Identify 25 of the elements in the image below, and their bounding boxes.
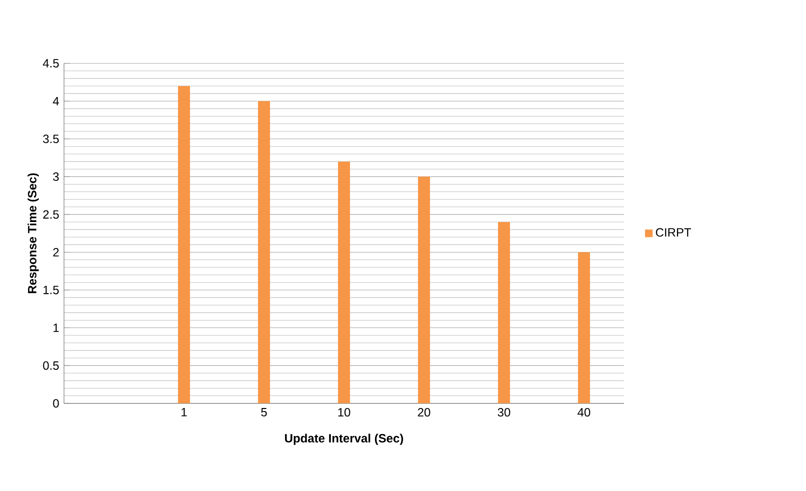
bar — [178, 86, 190, 404]
bar — [578, 252, 590, 404]
y-tick-label: 2 — [53, 248, 59, 256]
y-tick-label: 1 — [54, 324, 59, 332]
x-tick-label: 10 — [338, 408, 350, 417]
x-axis-title: Update Interval (Sec) — [285, 434, 404, 445]
x-tick-label: 40 — [578, 408, 590, 417]
x-tick-label: 5 — [261, 408, 267, 416]
y-tick-label: 1.5 — [44, 286, 59, 294]
x-tick-label: 20 — [418, 408, 430, 417]
y-tick-label: 4.5 — [42, 59, 59, 68]
y-tick-label: 0.5 — [43, 361, 59, 370]
y-tick-label: 4 — [52, 96, 59, 106]
bar — [498, 222, 510, 404]
x-tick-label: 30 — [498, 408, 510, 417]
bar — [338, 162, 350, 404]
x-tick-label: 1 — [182, 408, 187, 416]
legend-label: CIRPT — [656, 228, 692, 237]
y-axis-title: Response Time (Sec) — [28, 173, 39, 294]
y-tick-label: 3 — [53, 172, 59, 181]
bar — [418, 176, 430, 404]
y-tick-label: 2.5 — [43, 210, 59, 219]
bar — [258, 101, 270, 404]
y-tick-label: 0 — [53, 399, 59, 408]
y-tick-label: 3.5 — [43, 134, 59, 144]
